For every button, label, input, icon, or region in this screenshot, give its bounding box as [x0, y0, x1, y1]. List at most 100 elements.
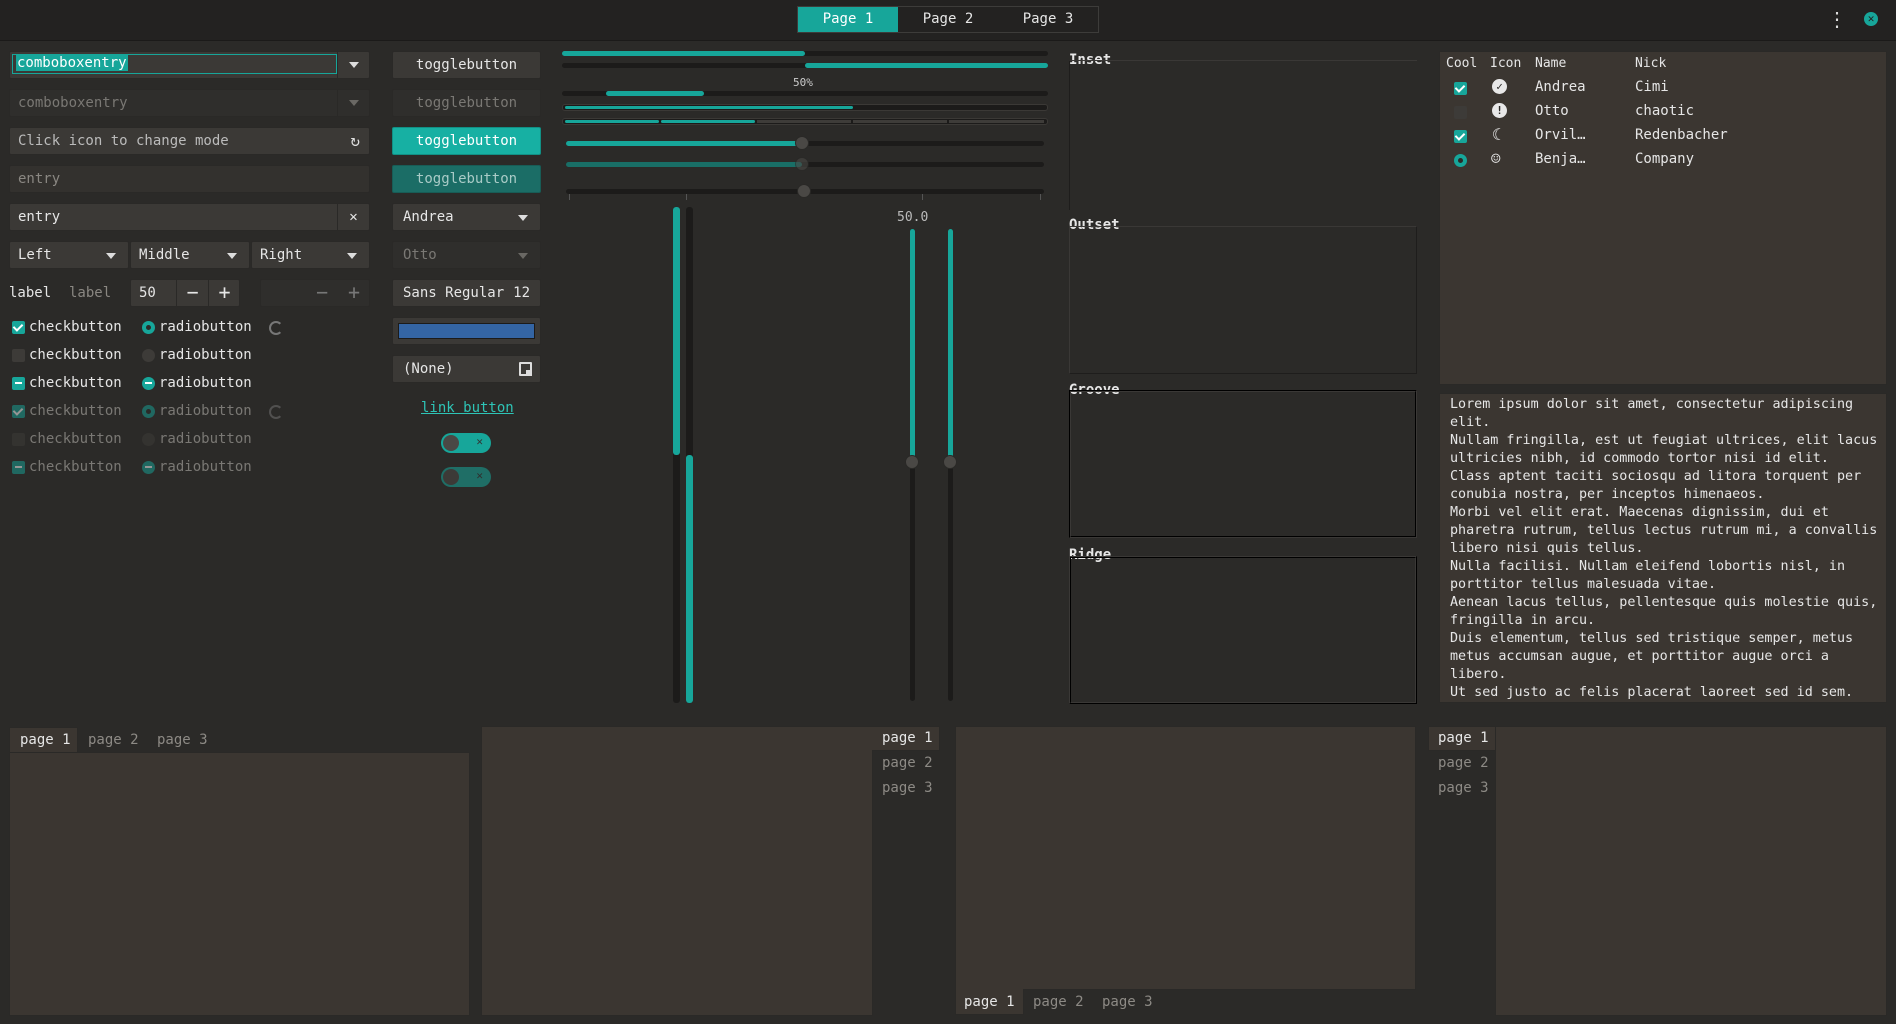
notebook-4-tab-page-3[interactable]: page 3 — [1438, 780, 1489, 796]
combo-left-label: Left — [18, 247, 52, 263]
notebook-4-tab-page-1[interactable] — [1428, 726, 1496, 751]
face-icon: ☺ — [1491, 149, 1501, 168]
clear-icon[interactable]: ✕ — [337, 204, 369, 230]
font-name: Sans Regular — [403, 285, 505, 301]
text-view-line: pharetra rutrum, tellus lectus rutrum mi… — [1450, 523, 1878, 538]
hscale-3-knob[interactable] — [797, 184, 811, 198]
frame-groove — [1069, 390, 1417, 538]
tree-cool-check[interactable] — [1454, 130, 1467, 143]
close-icon[interactable]: ✕ — [1864, 12, 1878, 26]
vscale-1-knob[interactable] — [905, 455, 919, 469]
scale-mark — [1040, 194, 1041, 200]
level-seg-1 — [565, 120, 659, 123]
entry-field[interactable]: entry — [9, 165, 370, 193]
chevron-down-icon — [518, 215, 528, 221]
scale-mark — [922, 194, 923, 200]
text-view-line: ultricies nibh, id commodo tortor nisi i… — [1450, 451, 1829, 466]
combo-middle[interactable]: Middle — [130, 241, 250, 269]
radiobutton-checked[interactable] — [142, 321, 155, 334]
notebook-2-tab-page-1[interactable] — [872, 726, 940, 751]
hscale-2-fill — [566, 162, 802, 167]
switch-on[interactable]: ✕ — [441, 433, 491, 453]
tab-page-2[interactable]: Page 2 — [922, 11, 974, 27]
combobox-entry[interactable]: comboboxentry — [9, 51, 370, 79]
header-bar: Page 1 Page 2 Page 3 ⋮ ✕ — [0, 0, 1896, 41]
toggle-button-active[interactable]: togglebutton — [392, 127, 541, 155]
chevron-down-icon[interactable] — [337, 52, 369, 78]
notebook-1-page — [9, 752, 470, 1016]
checkbutton-unchecked[interactable] — [12, 349, 25, 362]
frame-outset — [1069, 226, 1417, 374]
combobox-entry-disabled: comboboxentry — [9, 89, 370, 117]
text-view-line: metus accumsan augue, et porttitor augue… — [1450, 649, 1829, 664]
plus-icon[interactable]: + — [208, 280, 240, 306]
text-view[interactable]: Lorem ipsum dolor sit amet, consectetur … — [1439, 393, 1887, 703]
combo-right[interactable]: Right — [251, 241, 370, 269]
radiobutton-label: radiobutton — [159, 459, 252, 475]
tree-cool-check[interactable] — [1454, 82, 1467, 95]
chevron-down-icon — [347, 253, 357, 259]
column-header-icon[interactable]: Icon — [1490, 56, 1522, 71]
icon-entry[interactable]: Click icon to change mode ↻ — [9, 127, 370, 155]
checkbutton-label: checkbutton — [29, 431, 122, 447]
radiobutton-unchecked-disabled — [142, 433, 155, 446]
entry-text[interactable]: entry — [18, 209, 61, 225]
vprogress-2-fill — [686, 455, 693, 703]
spin-value[interactable]: 50 — [139, 285, 156, 301]
text-view-line: libero. — [1450, 667, 1507, 682]
progress-bar-3 — [562, 91, 1048, 96]
notebook-2-tab-page-3[interactable]: page 3 — [882, 780, 933, 796]
notebook-1-tab-label: page 1 — [20, 732, 71, 748]
entry-with-clear[interactable]: entry ✕ — [9, 203, 370, 231]
tab-page-1[interactable]: Page 1 — [798, 7, 898, 32]
font-button[interactable]: Sans Regular 12 — [392, 279, 541, 307]
spinner-icon — [269, 405, 283, 419]
combo-andrea[interactable]: Andrea — [392, 203, 541, 231]
tree-cool-check[interactable] — [1454, 106, 1467, 119]
spin-button[interactable]: 50 − + — [130, 279, 240, 307]
combo-andrea-label: Andrea — [403, 209, 454, 225]
toggle-button-active-disabled: togglebutton — [392, 165, 541, 193]
hscale-1-knob[interactable] — [795, 136, 809, 150]
warning-icon: ! — [1492, 103, 1507, 118]
file-chooser-button[interactable]: (None) — [392, 355, 541, 383]
toggle-button[interactable]: togglebutton — [392, 51, 541, 79]
notebook-4-tab-page-2[interactable]: page 2 — [1438, 755, 1489, 771]
notebook-3-tab-page-1[interactable] — [955, 989, 1024, 1015]
frame-outset-title: Outset — [1069, 217, 1120, 233]
combo-right-label: Right — [260, 247, 303, 263]
progress-bar-1-fill — [562, 51, 805, 56]
notebook-2-tab-page-2[interactable]: page 2 — [882, 755, 933, 771]
refresh-icon[interactable]: ↻ — [350, 131, 360, 150]
radiobutton-mixed[interactable] — [142, 377, 155, 390]
check-circle-icon: ✓ — [1492, 79, 1507, 94]
column-header-name[interactable]: Name — [1535, 56, 1567, 71]
frame-inset — [1069, 60, 1417, 210]
notebook-3-tab-page-3[interactable]: page 3 — [1102, 994, 1153, 1010]
combo-left[interactable]: Left — [9, 241, 129, 269]
vscale-2-knob[interactable] — [943, 455, 957, 469]
minus-icon[interactable]: − — [176, 280, 208, 306]
label-disabled: label — [69, 285, 112, 301]
radiobutton-label: radiobutton — [159, 347, 252, 363]
radiobutton-unchecked[interactable] — [142, 349, 155, 362]
link-button[interactable]: link button — [421, 400, 514, 416]
color-button[interactable] — [392, 317, 541, 345]
notebook-1-tab-page-1[interactable] — [9, 727, 78, 753]
combobox-entry-text[interactable]: comboboxentry — [16, 55, 128, 71]
tree-nick: Company — [1635, 151, 1695, 167]
notebook-3-tab-page-2[interactable]: page 2 — [1033, 994, 1084, 1010]
column-header-nick[interactable]: Nick — [1635, 56, 1667, 71]
column-header-cool[interactable]: Cool — [1446, 56, 1478, 71]
checkbutton-mixed[interactable] — [12, 377, 25, 390]
checkbutton-checked[interactable] — [12, 321, 25, 334]
notebook-1-tab-page-2[interactable]: page 2 — [88, 732, 139, 748]
notebook-1-tab-page-3[interactable]: page 3 — [157, 732, 208, 748]
label: label — [9, 285, 52, 301]
chevron-down-icon — [337, 90, 369, 116]
vertical-dots-icon[interactable]: ⋮ — [1827, 7, 1847, 31]
level-seg-5 — [949, 120, 1044, 123]
vscale-2-fill — [948, 229, 953, 462]
tree-cool-radio[interactable] — [1454, 154, 1467, 167]
tab-page-3[interactable]: Page 3 — [1022, 11, 1074, 27]
